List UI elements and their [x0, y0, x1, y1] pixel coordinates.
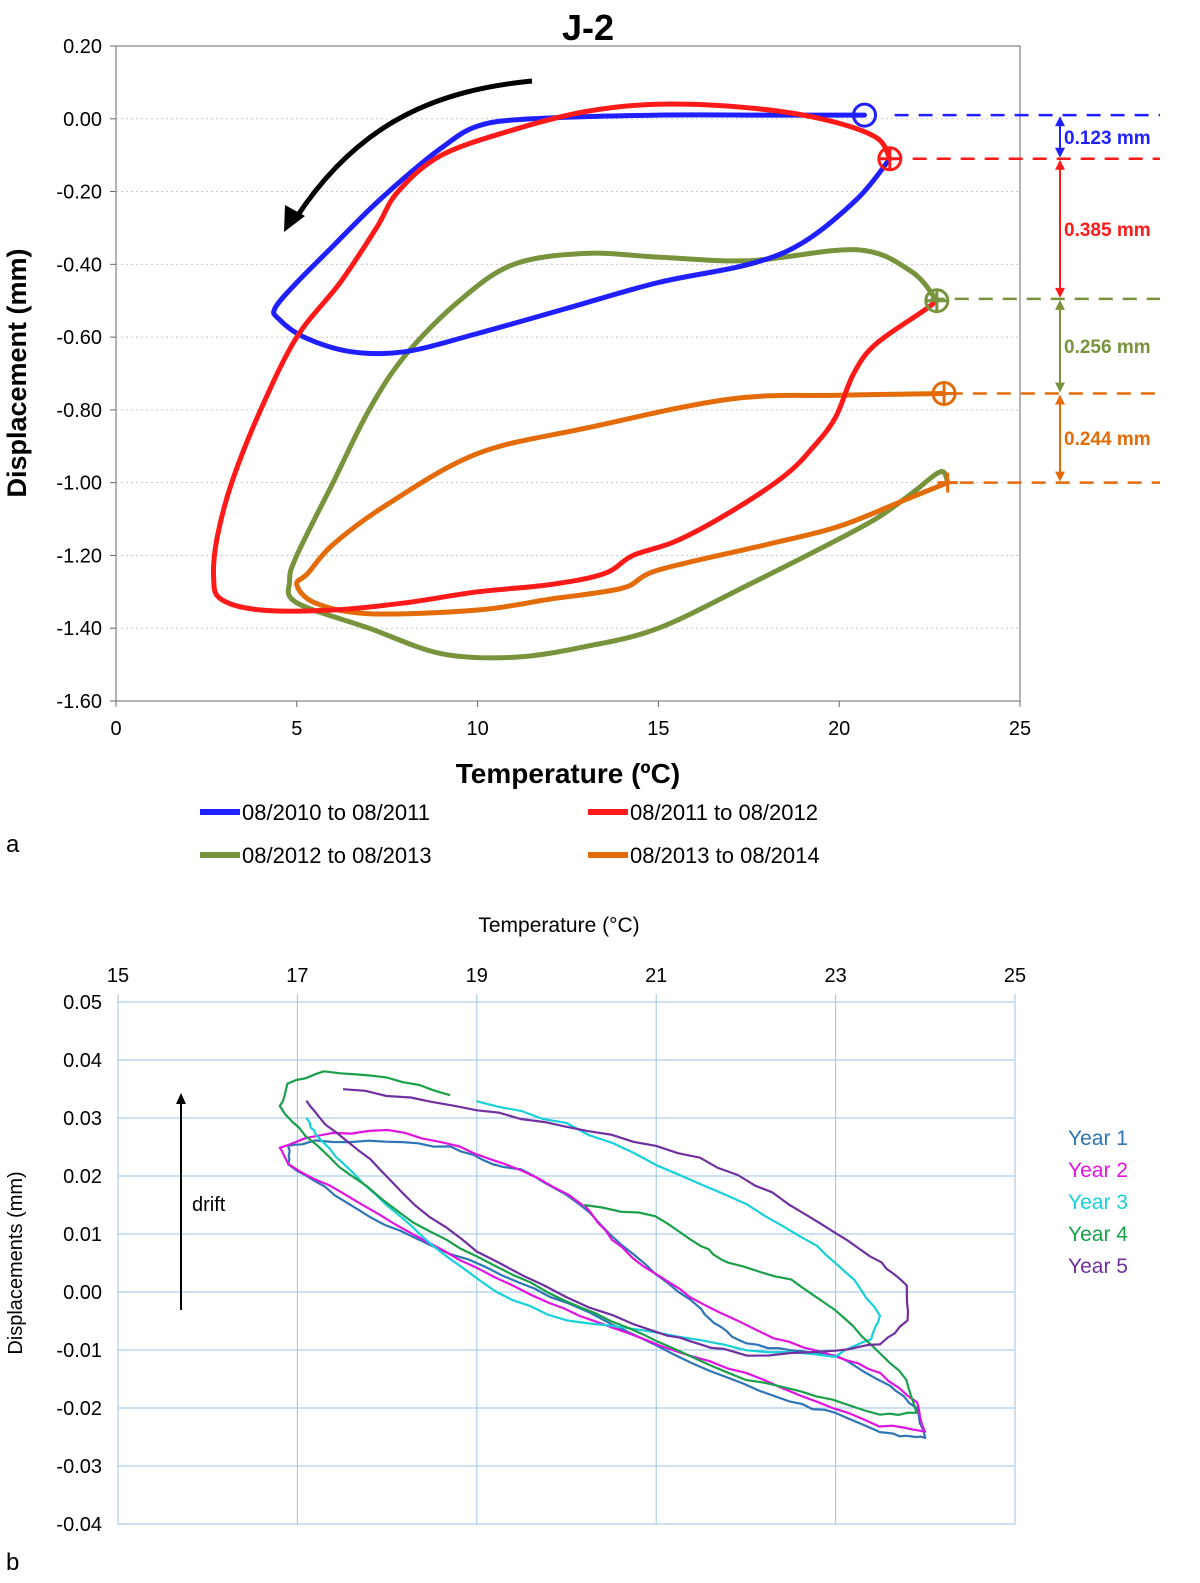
legend-label: 08/2011 to 08/2012: [630, 800, 818, 825]
arrow-head: [1055, 287, 1065, 298]
series-line-year-1: [287, 1139, 927, 1439]
x-tick-label: 25: [1009, 718, 1031, 740]
y-tick-label: 0.20: [63, 36, 102, 58]
y-tick-label: -1.00: [56, 473, 102, 495]
legend-label: Year 1: [1068, 1127, 1128, 1150]
panel-a-plot-area: [115, 45, 1021, 702]
x-tick-label: 17: [286, 965, 308, 987]
arrow-head: [1055, 147, 1065, 158]
panel-a-series-group: [210, 101, 951, 661]
y-tick-label: -0.02: [56, 1398, 102, 1420]
panel-a-chart: 0.20 0.00 -0.20 -0.40 -0.60 -0.80 -1.00 -1.20 -1…: [2, 7, 1160, 868]
legend-label: 08/2012 to 08/2013: [242, 843, 432, 868]
panel-b-plot-area: [117, 1001, 1016, 1525]
end-marker: [852, 102, 878, 128]
x-tick-label: 19: [466, 965, 488, 987]
x-tick-label: 23: [824, 965, 846, 987]
drift-arrow: [176, 1093, 186, 1310]
panel-b-gridlines: [118, 1002, 1015, 1524]
drift-value-label: 0.385 mm: [1064, 220, 1151, 241]
panel-b-x-ticks: 15 17 19 21 23 25: [107, 965, 1026, 1002]
legend-label: 08/2010 to 08/2011: [242, 800, 430, 825]
panel-b-label: b: [6, 1549, 19, 1576]
panel-a-y-ticks: 0.20 0.00 -0.20 -0.40 -0.60 -0.80 -1.00 -1.20 -1…: [56, 36, 116, 713]
end-marker: [877, 146, 903, 172]
y-tick-label: -1.40: [56, 618, 102, 640]
legend-item: 08/2013 to 08/2014: [588, 843, 820, 868]
panel-a-markers: [852, 102, 958, 493]
x-tick-label: 0: [110, 718, 121, 740]
panel-a-gridlines: [116, 118, 1020, 629]
x-tick-label: 5: [291, 718, 302, 740]
arrow-head: [1055, 471, 1065, 482]
series-line-2: [210, 101, 940, 614]
series-line-year-5: [305, 1088, 910, 1357]
series-line-year-4: [278, 1070, 918, 1416]
panel-a-label: a: [6, 831, 20, 858]
y-tick-label: -0.40: [56, 254, 102, 276]
panel-b-y-axis-label: Displacements (mm): [5, 1171, 27, 1354]
y-tick-label: -0.60: [56, 327, 102, 349]
panel-b-y-ticks: 0.05 0.04 0.03 0.02 0.01 0.00 -0.01 -0.02 -0.03 -…: [56, 992, 102, 1536]
x-tick-label: 15: [647, 718, 669, 740]
panel-a-legend: 08/2010 to 08/2011 08/2011 to 08/2012 08/2…: [200, 800, 820, 868]
legend-label: Year 4: [1068, 1223, 1128, 1246]
legend-label: Year 3: [1068, 1191, 1128, 1214]
plus-marker: [926, 290, 947, 311]
x-tick-label: 20: [828, 718, 850, 740]
x-tick-label: 21: [645, 965, 667, 987]
arrow-head: [1055, 116, 1065, 127]
series-line-3: [285, 247, 951, 661]
x-tick-label: 25: [1004, 965, 1026, 987]
panel-b-chart: 0.05 0.04 0.03 0.02 0.01 0.00 -0.01 -0.02 -0.03 -…: [5, 914, 1128, 1576]
legend-label: 08/2013 to 08/2014: [630, 843, 820, 868]
y-tick-label: -0.01: [56, 1340, 102, 1362]
plus-marker: [937, 472, 958, 493]
drift-label: drift: [192, 1194, 226, 1216]
x-tick-label: 10: [466, 718, 488, 740]
y-tick-label: 0.00: [63, 109, 102, 131]
arrow-head: [1055, 382, 1065, 393]
panel-b-legend: Year 1 Year 2 Year 3 Year 4 Year 5: [1068, 1127, 1128, 1278]
plus-marker: [879, 148, 900, 169]
direction-arrow: [284, 78, 533, 232]
legend-item: 08/2012 to 08/2013: [200, 843, 432, 868]
drift-value-label: 0.123 mm: [1064, 128, 1151, 149]
series-line-4: [294, 391, 951, 617]
drift-value-label: 0.256 mm: [1064, 337, 1151, 358]
legend-item: 08/2011 to 08/2012: [588, 800, 818, 825]
y-tick-label: -1.20: [56, 545, 102, 567]
y-tick-label: -0.03: [56, 1456, 102, 1478]
panel-a-x-ticks: 0 5 10 15 20 25: [110, 701, 1031, 740]
arrow-head: [1055, 159, 1065, 170]
y-tick-label: 0.03: [63, 1108, 102, 1130]
y-tick-label: -1.60: [56, 691, 102, 713]
y-tick-label: -0.04: [56, 1514, 102, 1536]
panel-a-drift-annotations: 0.123 mm 0.385 mm 0.256 mm 0.244 mm: [894, 113, 1160, 484]
arrow-head: [1055, 299, 1065, 310]
y-tick-label: 0.04: [63, 1050, 102, 1072]
panel-a-title: J-2: [562, 7, 614, 48]
legend-item: 08/2010 to 08/2011: [200, 800, 430, 825]
panel-a-x-axis-label: Temperature (ºC): [456, 758, 680, 789]
arrow-head: [1055, 394, 1065, 405]
panel-b-series-group: [278, 1070, 927, 1439]
legend-label: Year 5: [1068, 1255, 1128, 1278]
drift-value-label: 0.244 mm: [1064, 429, 1151, 450]
y-tick-label: 0.01: [63, 1224, 102, 1246]
y-tick-label: -0.20: [56, 182, 102, 204]
series-line-1: [271, 112, 893, 357]
end-marker: [924, 288, 950, 314]
y-tick-label: 0.00: [63, 1282, 102, 1304]
y-tick-label: 0.02: [63, 1166, 102, 1188]
y-tick-label: 0.05: [63, 992, 102, 1014]
legend-label: Year 2: [1068, 1159, 1128, 1182]
panel-b-x-axis-label: Temperature (°C): [478, 914, 639, 937]
y-tick-label: -0.80: [56, 400, 102, 422]
panel-a-y-axis-label: Displacement (mm): [2, 248, 32, 497]
x-tick-label: 15: [107, 965, 129, 987]
